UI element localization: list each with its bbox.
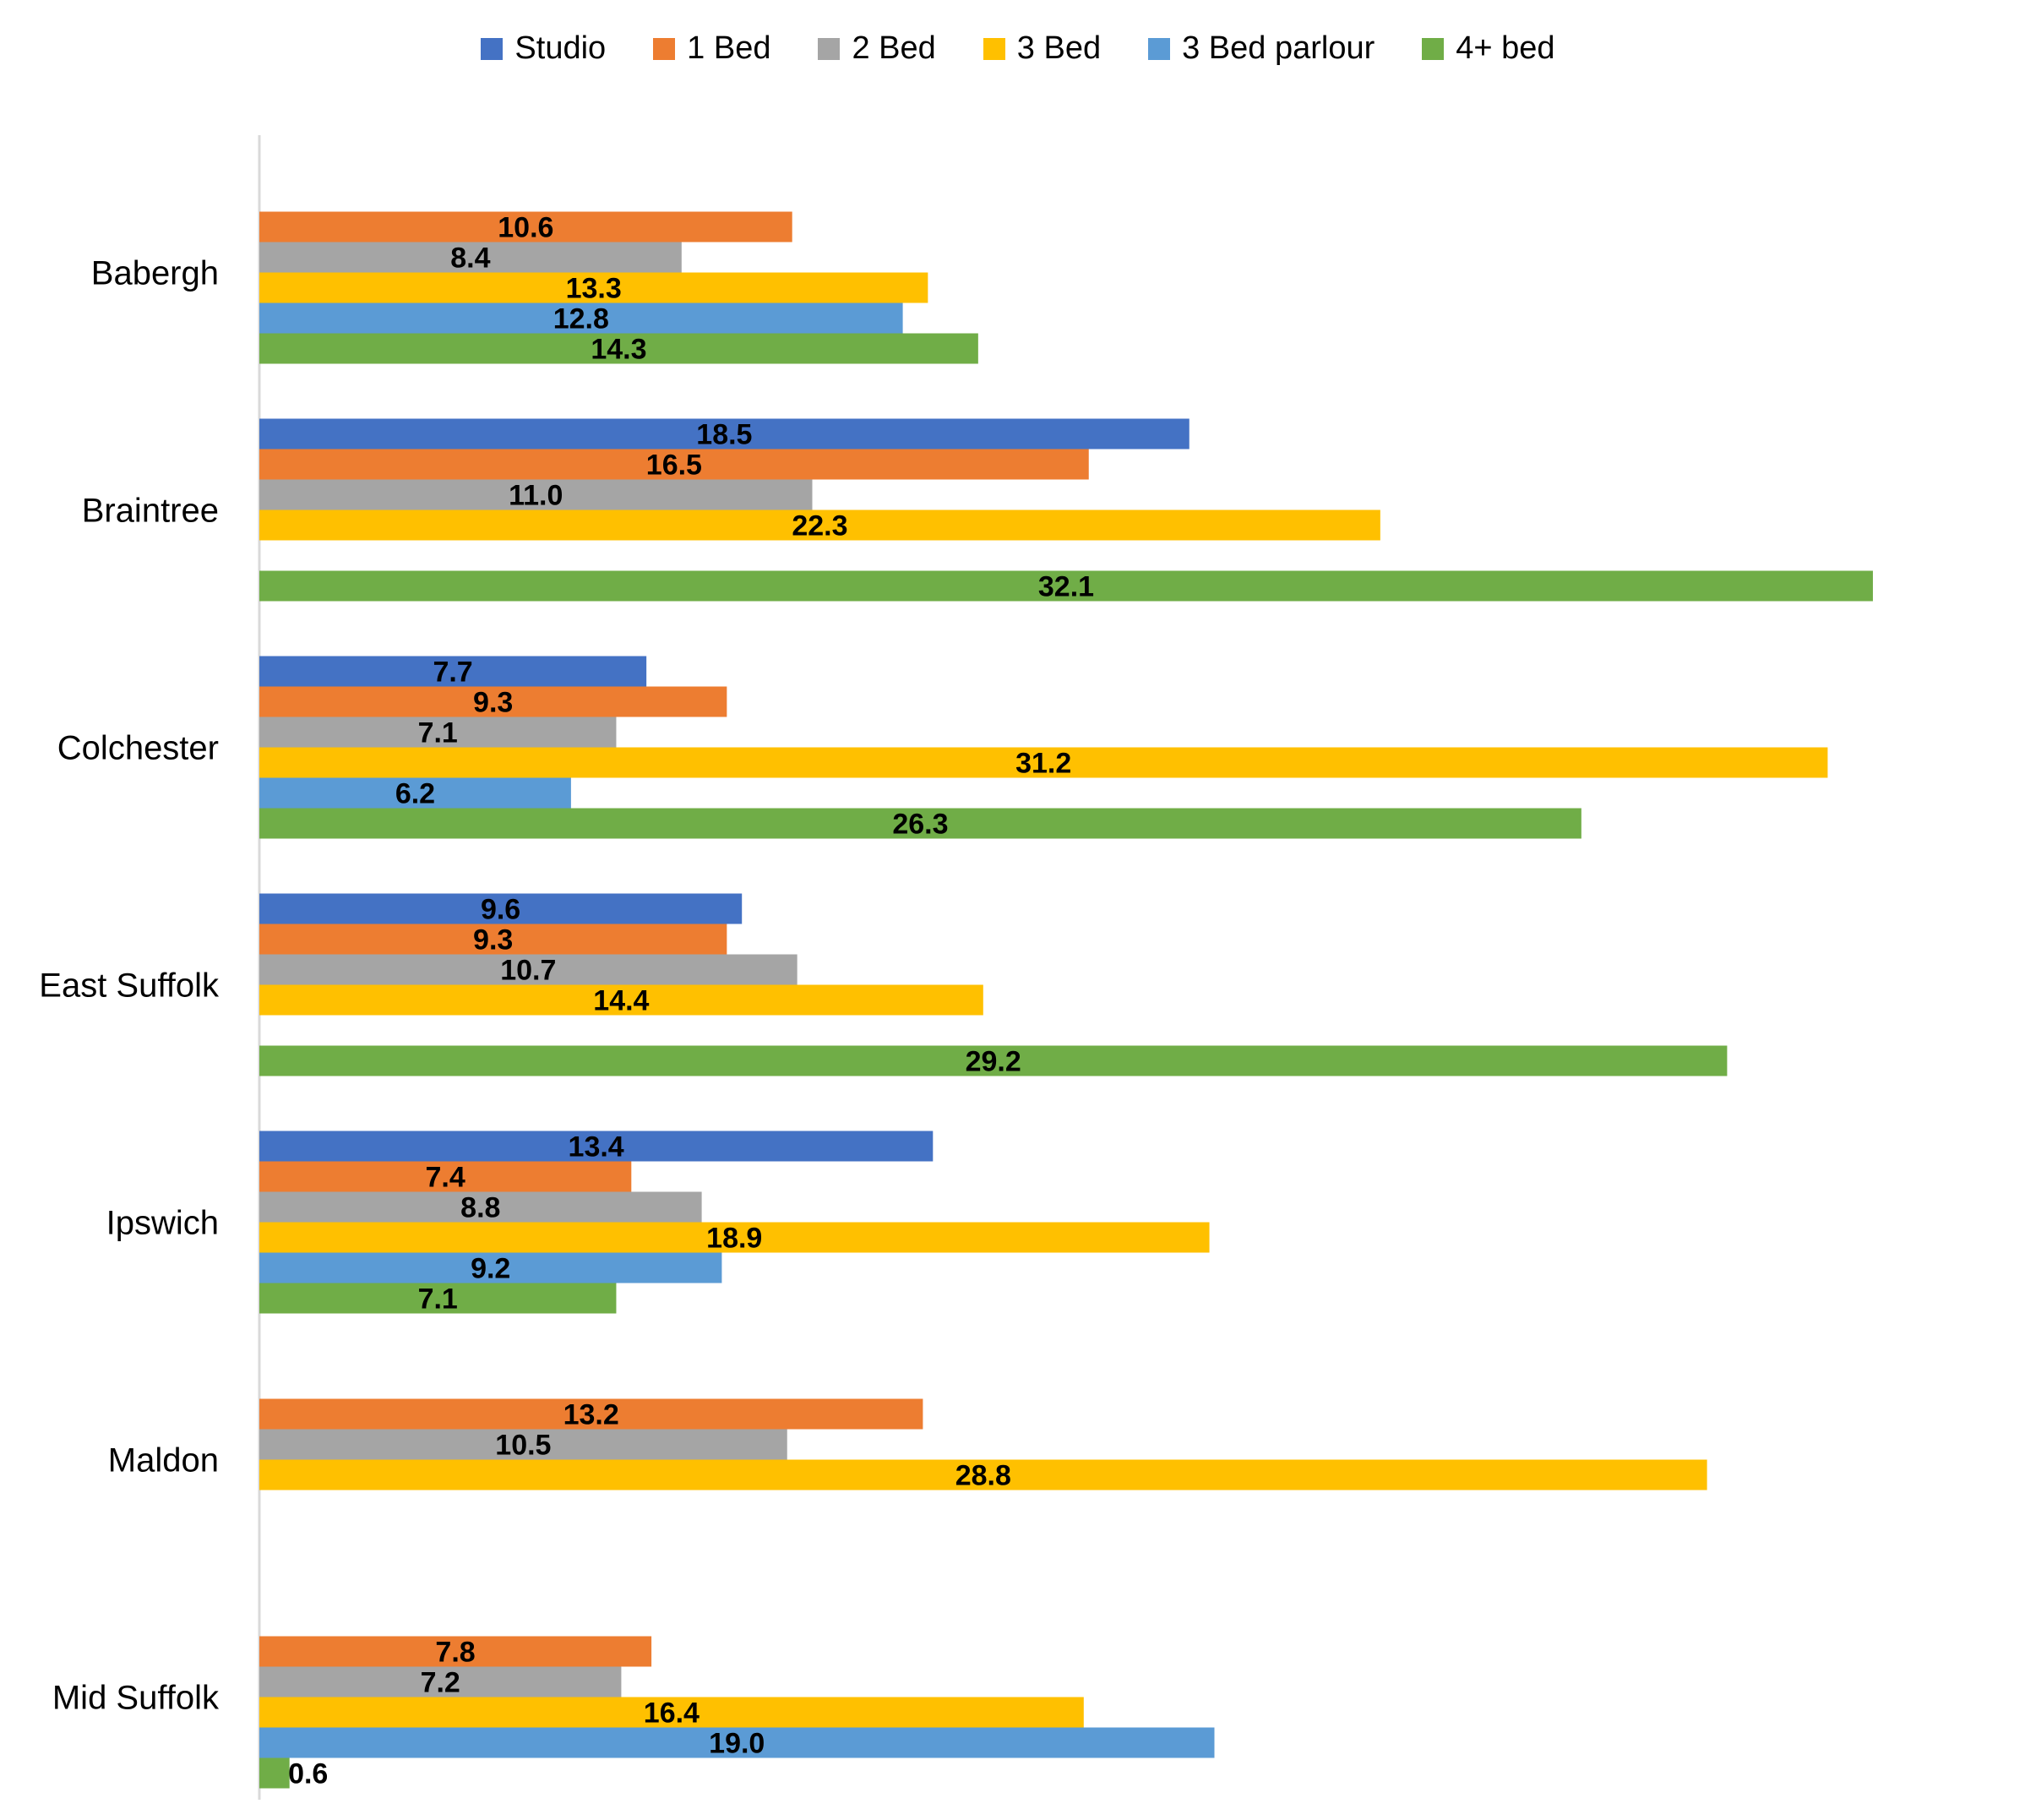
data-label-braintree-3-bed: 22.3 (792, 510, 847, 542)
category-label-maldon: Maldon (108, 1442, 219, 1479)
data-label-maldon-2-bed: 10.5 (495, 1430, 551, 1462)
legend-item-2-bed: 2 Bed (818, 30, 936, 67)
bar-babergh-3-bed (259, 272, 928, 303)
legend-label: Studio (514, 30, 607, 66)
bar-maldon-3-bed (259, 1459, 1707, 1490)
data-label-east-suffolk-studio: 9.6 (481, 894, 520, 926)
legend-item-1-bed: 1 Bed (653, 30, 770, 67)
data-label-braintree-1-bed: 16.5 (646, 450, 702, 482)
legend-label: 3 Bed parlour (1182, 30, 1375, 66)
category-label-east-suffolk: East Suffolk (39, 967, 220, 1005)
data-label-ipswich-1-bed: 7.4 (426, 1162, 465, 1194)
data-label-east-suffolk-2-bed: 10.7 (500, 955, 556, 987)
data-label-babergh-3-bed: 13.3 (566, 273, 622, 305)
legend-item-3-bed: 3 Bed (983, 30, 1101, 67)
legend-label: 1 Bed (687, 30, 771, 66)
bar-mid-suffolk-4-bed (259, 1757, 290, 1789)
data-label-ipswich-3-bed: 18.9 (706, 1223, 762, 1255)
legend-swatch (1148, 37, 1171, 60)
legend-swatch (653, 37, 676, 60)
bar-mid-suffolk-2-bed (259, 1666, 622, 1697)
data-label-mid-suffolk-1-bed: 7.8 (435, 1637, 475, 1669)
data-label-colchester-1-bed: 9.3 (473, 687, 513, 719)
data-label-colchester-studio: 7.7 (433, 657, 472, 689)
data-label-ipswich-2-bed: 8.8 (460, 1192, 500, 1224)
data-label-ipswich-4-bed: 7.1 (418, 1283, 458, 1316)
legend-item-studio: Studio (481, 30, 606, 67)
bar-mid-suffolk-3-bed-parlour (259, 1727, 1215, 1758)
bar-maldon-2-bed (259, 1429, 787, 1460)
bar-east-suffolk-1-bed (259, 924, 727, 955)
category-label-ipswich: Ipswich (106, 1205, 219, 1242)
bar-colchester-3-bed (259, 747, 1828, 778)
bar-colchester-2-bed (259, 717, 617, 748)
bar-colchester-1-bed (259, 686, 727, 717)
bar-mid-suffolk-3-bed (259, 1697, 1084, 1728)
data-label-ipswich-studio: 13.4 (569, 1131, 624, 1163)
legend-item-4-bed: 4+ bed (1422, 30, 1555, 67)
bar-ipswich-2-bed (259, 1191, 702, 1223)
legend-swatch (818, 37, 841, 60)
bar-east-suffolk-studio (259, 893, 743, 924)
bar-braintree-1-bed (259, 449, 1089, 480)
data-label-east-suffolk-3-bed: 14.4 (593, 985, 649, 1017)
data-label-maldon-1-bed: 13.2 (563, 1399, 619, 1431)
data-label-colchester-4-bed: 26.3 (892, 809, 948, 841)
bar-braintree-4-bed (259, 570, 1873, 602)
category-label-babergh: Babergh (91, 255, 219, 292)
data-label-east-suffolk-4-bed: 29.2 (966, 1046, 1021, 1078)
data-label-colchester-2-bed: 7.1 (418, 717, 458, 749)
data-label-colchester-3-bed: 31.2 (1015, 748, 1071, 780)
legend-item-3-bed-parlour: 3 Bed parlour (1148, 30, 1375, 67)
bar-east-suffolk-3-bed (259, 984, 983, 1016)
bar-mid-suffolk-1-bed (259, 1636, 652, 1667)
data-label-braintree-studio: 18.5 (696, 419, 752, 451)
data-label-babergh-3-bed-parlour: 12.8 (553, 303, 609, 335)
data-label-babergh-1-bed: 10.6 (498, 212, 553, 244)
data-label-babergh-4-bed: 14.3 (591, 334, 646, 366)
legend-label: 3 Bed (1016, 30, 1102, 66)
data-label-mid-suffolk-4-bed: 0.6 (288, 1758, 328, 1790)
bar-braintree-studio (259, 418, 1189, 450)
category-label-colchester: Colchester (57, 730, 219, 767)
bar-east-suffolk-2-bed (259, 954, 798, 985)
bar-braintree-3-bed (259, 509, 1380, 541)
bar-babergh-2-bed (259, 242, 682, 273)
legend-label: 4+ bed (1456, 30, 1555, 66)
bar-east-suffolk-4-bed (259, 1045, 1728, 1076)
bar-ipswich-1-bed (259, 1161, 632, 1192)
legend-swatch (1422, 37, 1445, 60)
data-label-mid-suffolk-3-bed-parlour: 19.0 (709, 1728, 765, 1760)
data-label-babergh-2-bed: 8.4 (450, 242, 490, 275)
bar-babergh-4-bed (259, 333, 978, 364)
bar-braintree-2-bed (259, 479, 813, 510)
data-label-maldon-3-bed: 28.8 (955, 1460, 1011, 1492)
bar-maldon-1-bed (259, 1398, 923, 1430)
chart-legend: Studio 1 Bed 2 Bed 3 Bed 3 Bed parlour 4+ bed (0, 30, 2036, 67)
bar-colchester-3-bed-parlour (259, 777, 571, 809)
bar-babergh-1-bed (259, 211, 792, 242)
data-label-ipswich-3-bed-parlour: 9.2 (471, 1253, 510, 1285)
data-label-mid-suffolk-2-bed: 7.2 (421, 1667, 460, 1699)
data-label-colchester-3-bed-parlour: 6.2 (395, 778, 435, 810)
bar-ipswich-3-bed-parlour (259, 1252, 722, 1283)
legend-swatch (983, 37, 1005, 60)
bar-babergh-3-bed-parlour (259, 302, 903, 334)
bar-ipswich-studio (259, 1131, 934, 1162)
bar-ipswich-3-bed (259, 1222, 1210, 1253)
data-label-mid-suffolk-3-bed: 16.4 (644, 1697, 700, 1730)
legend-label: 2 Bed (852, 30, 936, 66)
bar-ipswich-4-bed (259, 1283, 617, 1314)
data-label-east-suffolk-1-bed: 9.3 (473, 924, 513, 956)
bar-colchester-studio (259, 656, 647, 687)
category-label-braintree: Braintree (82, 493, 219, 530)
bar-colchester-4-bed (259, 808, 1581, 839)
legend-swatch (481, 37, 504, 60)
data-label-braintree-2-bed: 11.0 (509, 480, 563, 512)
data-label-braintree-4-bed: 32.1 (1038, 571, 1094, 603)
category-label-mid-suffolk: Mid Suffolk (52, 1680, 220, 1717)
